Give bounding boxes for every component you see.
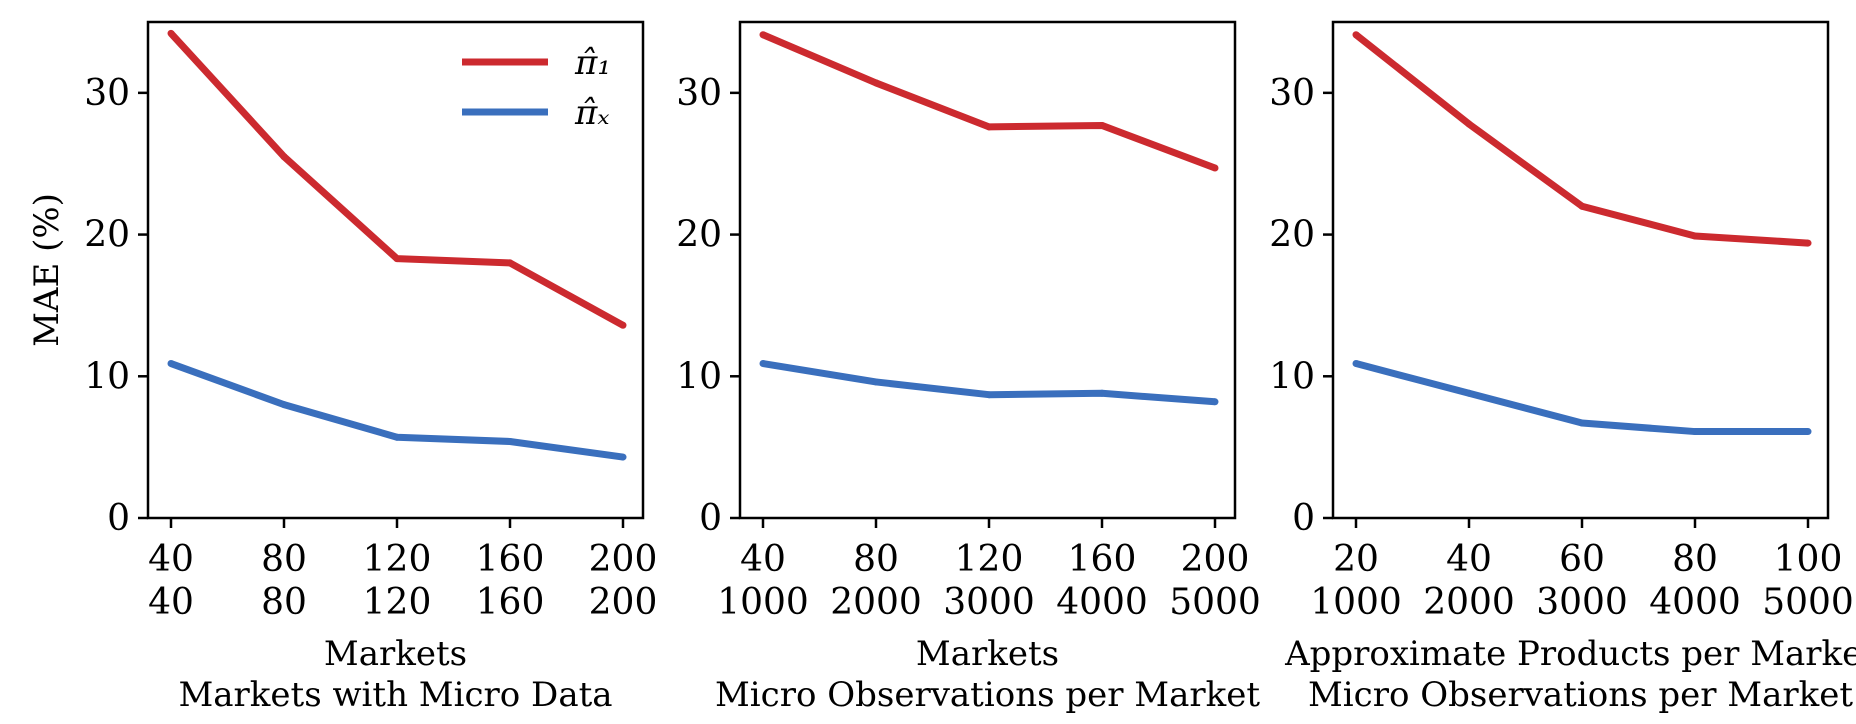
plot-frame bbox=[738, 20, 1237, 520]
data-point-pi-1 bbox=[280, 153, 288, 161]
legend-label-pi-x: π̂ₓ bbox=[574, 93, 609, 133]
x-tick-label-row1: 160 bbox=[1068, 539, 1137, 580]
x-tick-label-row1: 40 bbox=[740, 539, 786, 580]
y-tick-label: 10 bbox=[84, 356, 130, 397]
y-tick-label: 10 bbox=[1269, 356, 1315, 397]
data-point-pi-1 bbox=[985, 123, 993, 131]
y-tick-label: 0 bbox=[699, 498, 722, 539]
x-tick-label-row1: 80 bbox=[1672, 539, 1718, 580]
x-axis-label-line2: Micro Observations per Market bbox=[1308, 675, 1853, 715]
x-axis-label-line2: Micro Observations per Market bbox=[715, 675, 1260, 715]
x-tick-label-row1: 200 bbox=[589, 539, 658, 580]
data-point-pi-1 bbox=[759, 31, 767, 39]
y-tick-label: 10 bbox=[676, 356, 722, 397]
x-tick-label-row2: 200 bbox=[589, 582, 658, 623]
data-point-pi-x bbox=[1691, 428, 1699, 436]
x-tick-label-row1: 200 bbox=[1181, 539, 1250, 580]
plot-frame bbox=[1331, 20, 1830, 520]
y-tick-label: 20 bbox=[1269, 215, 1315, 256]
data-point-pi-x bbox=[1352, 360, 1360, 368]
series-line-pi-1 bbox=[1353, 32, 1809, 247]
series-line-pi-x bbox=[169, 360, 624, 461]
x-tick-label-row2: 4000 bbox=[1649, 582, 1741, 623]
data-point-pi-x bbox=[872, 378, 880, 386]
x-tick-label-row2: 40 bbox=[148, 582, 194, 623]
data-point-pi-x bbox=[167, 360, 175, 368]
y-tick-label: 20 bbox=[84, 215, 130, 256]
x-tick-label-row1: 60 bbox=[1559, 539, 1605, 580]
data-point-pi-1 bbox=[1691, 232, 1699, 240]
data-point-pi-x bbox=[280, 401, 288, 409]
data-point-pi-1 bbox=[872, 79, 880, 87]
y-axis-label: MAE (%) bbox=[27, 193, 67, 347]
x-tick-label-row1: 40 bbox=[148, 539, 194, 580]
plot-frame bbox=[146, 20, 645, 520]
data-point-pi-x bbox=[759, 360, 767, 368]
data-point-pi-1 bbox=[506, 259, 514, 267]
data-point-pi-x bbox=[1211, 398, 1219, 406]
y-tick-label: 20 bbox=[676, 215, 722, 256]
x-tick-label-row2: 2000 bbox=[830, 582, 922, 623]
x-axis-label-line1: Markets bbox=[324, 634, 467, 674]
data-point-pi-1 bbox=[167, 29, 175, 37]
legend-label-pi-1: π̂₁ bbox=[574, 43, 611, 83]
data-point-pi-x bbox=[1098, 389, 1106, 397]
x-tick-label-row2: 1000 bbox=[717, 582, 809, 623]
x-tick-label-row2: 80 bbox=[261, 582, 307, 623]
data-point-pi-1 bbox=[393, 255, 401, 263]
x-tick-label-row1: 40 bbox=[1446, 539, 1492, 580]
data-point-pi-1 bbox=[1578, 202, 1586, 210]
x-axis-label-line1: Markets bbox=[916, 634, 1059, 674]
y-tick-label: 30 bbox=[676, 73, 722, 114]
data-point-pi-1 bbox=[1352, 31, 1360, 39]
x-axis-label-line1: Approximate Products per Market bbox=[1284, 634, 1856, 674]
legend: π̂₁ π̂ₓ bbox=[462, 43, 611, 133]
x-tick-label-row1: 160 bbox=[476, 539, 545, 580]
x-tick-label-row2: 5000 bbox=[1762, 582, 1854, 623]
y-tick-label: 0 bbox=[107, 498, 130, 539]
x-tick-label-row2: 2000 bbox=[1423, 582, 1515, 623]
x-tick-label-row1: 80 bbox=[853, 539, 899, 580]
data-point-pi-x bbox=[619, 453, 627, 461]
y-tick-label: 0 bbox=[1292, 498, 1315, 539]
data-point-pi-1 bbox=[1465, 120, 1473, 128]
data-point-pi-1 bbox=[1804, 239, 1812, 247]
x-tick-label-row2: 1000 bbox=[1310, 582, 1402, 623]
x-tick-label-row1: 100 bbox=[1774, 539, 1843, 580]
x-tick-label-row2: 3000 bbox=[943, 582, 1035, 623]
x-tick-label-row2: 3000 bbox=[1536, 582, 1628, 623]
x-tick-label-row2: 120 bbox=[363, 582, 432, 623]
y-tick-label: 30 bbox=[84, 73, 130, 114]
x-tick-label-row1: 80 bbox=[261, 539, 307, 580]
x-tick-label-row2: 5000 bbox=[1169, 582, 1261, 623]
x-axis-label-line2: Markets with Micro Data bbox=[178, 675, 612, 715]
data-point-pi-1 bbox=[1098, 121, 1106, 129]
data-point-pi-x bbox=[985, 391, 993, 399]
data-point-pi-x bbox=[1804, 428, 1812, 436]
series-line-pi-1 bbox=[761, 31, 1217, 172]
series-line-pi-1 bbox=[168, 30, 625, 329]
data-point-pi-1 bbox=[619, 321, 627, 329]
data-point-pi-x bbox=[1578, 419, 1586, 427]
x-tick-label-row2: 4000 bbox=[1056, 582, 1148, 623]
x-tick-label-row1: 120 bbox=[363, 539, 432, 580]
x-tick-label-row1: 120 bbox=[955, 539, 1024, 580]
x-tick-label-row1: 20 bbox=[1333, 539, 1379, 580]
data-point-pi-x bbox=[393, 433, 401, 441]
y-tick-label: 30 bbox=[1269, 73, 1315, 114]
panel-3: 01020302010004020006030008040001005000Ap… bbox=[1269, 20, 1856, 715]
x-tick-label-row2: 160 bbox=[476, 582, 545, 623]
data-point-pi-x bbox=[506, 437, 514, 445]
data-point-pi-1 bbox=[1211, 164, 1219, 172]
data-point-pi-x bbox=[1465, 389, 1473, 397]
